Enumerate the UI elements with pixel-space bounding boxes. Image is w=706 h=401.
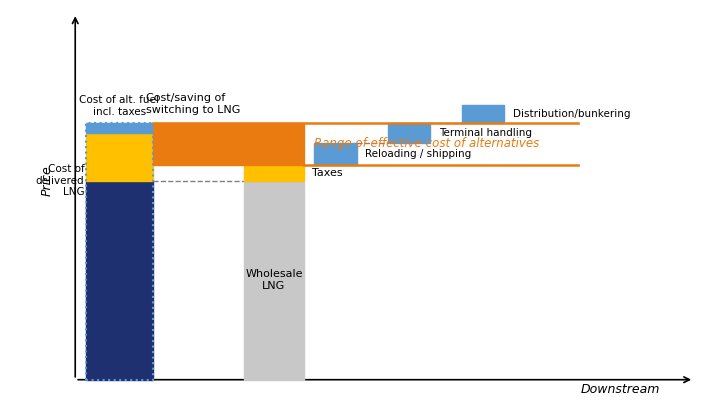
Bar: [244, 165, 304, 180]
Bar: [85, 123, 152, 380]
Text: Cost of alt. fuel
incl. taxes: Cost of alt. fuel incl. taxes: [79, 95, 159, 117]
Text: Reloading / shipping: Reloading / shipping: [365, 149, 471, 159]
Text: Taxes: Taxes: [312, 168, 343, 178]
Bar: [244, 180, 304, 380]
Bar: [152, 123, 304, 165]
Bar: [85, 180, 152, 380]
Text: Cost/saving of
switching to LNG: Cost/saving of switching to LNG: [145, 93, 240, 115]
Bar: [388, 123, 431, 143]
Bar: [85, 123, 152, 133]
Bar: [85, 133, 152, 180]
Text: Cost of
delivered
LNG: Cost of delivered LNG: [36, 164, 85, 197]
Bar: [462, 105, 504, 123]
Text: Wholesale
LNG: Wholesale LNG: [245, 269, 303, 291]
Text: Terminal handling: Terminal handling: [439, 128, 532, 138]
Text: Downstream: Downstream: [580, 383, 660, 396]
Bar: [314, 143, 357, 165]
Text: Range of effective cost of alternatives: Range of effective cost of alternatives: [314, 137, 539, 150]
Text: Price: Price: [41, 165, 54, 196]
Text: Distribution/bunkering: Distribution/bunkering: [513, 109, 630, 119]
